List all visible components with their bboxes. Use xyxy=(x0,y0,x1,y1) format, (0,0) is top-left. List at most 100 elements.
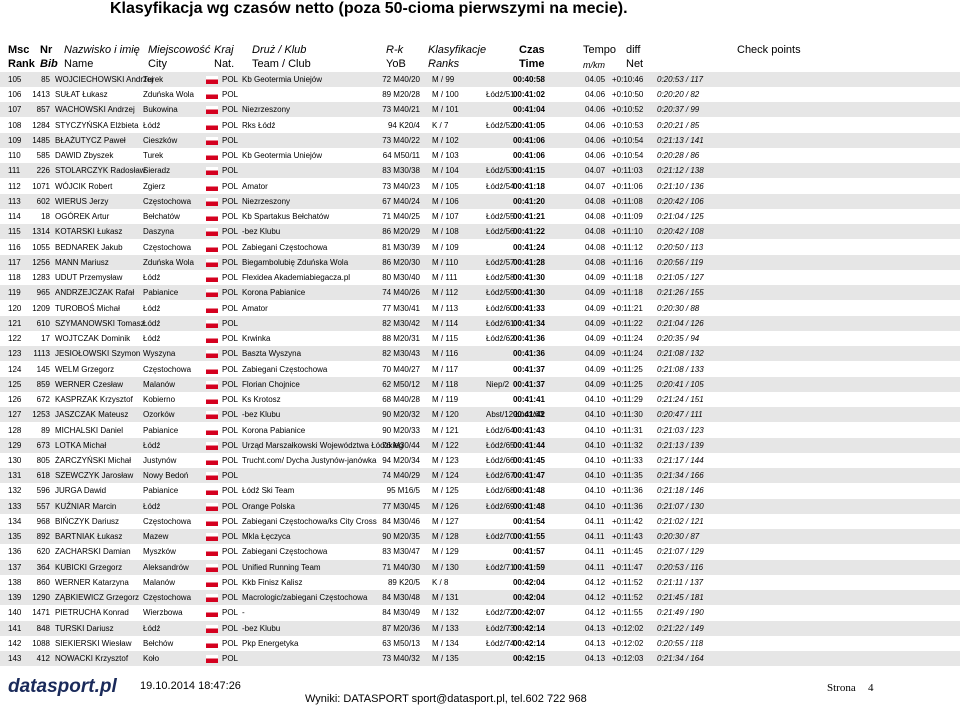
cell-city: Koło xyxy=(143,654,160,664)
cell-bib: 596 xyxy=(36,486,50,496)
flag-icon xyxy=(206,426,218,435)
cell-pace: 04.12 xyxy=(585,593,606,603)
flag-icon xyxy=(206,289,218,298)
cell-diff: +0:12:03 xyxy=(612,654,644,664)
cell-team: Macrologic/zabiegani Częstochowa xyxy=(242,593,368,603)
table-row: 121 610 SZYMANOWSKI Tomasz Łódź POL 82 M30/42… xyxy=(0,315,960,331)
cell-name: WÓJCIK Robert xyxy=(55,181,113,191)
table-row: 139 1290 ZĄBKIEWICZ Grzegorz Częstochowa POL… xyxy=(0,590,960,606)
column-header: Team / Club xyxy=(252,58,311,70)
table-row: 117 1256 MANN Mariusz Zduńska Wola POL Biegam… xyxy=(0,254,960,270)
cell-time: 00:41:04 xyxy=(512,105,545,115)
cell-bib: 1256 xyxy=(32,257,50,267)
cell-rank2: Łódź/59 xyxy=(486,288,515,298)
cell-nat: POL xyxy=(222,395,239,405)
cell-nat: POL xyxy=(222,440,239,450)
flag-icon xyxy=(206,152,218,161)
cell-diff: +0:11:55 xyxy=(612,608,643,618)
cell-time: 00:41:47 xyxy=(512,471,545,481)
cell-city: Częstochowa xyxy=(143,196,192,206)
cell-rank: 113 xyxy=(8,196,21,206)
cell-diff: +0:11:24 xyxy=(612,349,643,359)
cell-pace: 04.07 xyxy=(585,181,606,191)
cell-net: 0:20:55 / 118 xyxy=(657,638,704,648)
table-row: 122 17 WOJTCZAK Dominik Łódź POL Krwinka 88 M2… xyxy=(0,331,960,346)
cell-rank: 138 xyxy=(8,577,22,587)
table-row: 112 1071 WÓJCIK Robert Zgierz POL Amator 73 M4… xyxy=(0,179,960,194)
cell-team: Kb Spartakus Bełchatów xyxy=(242,212,330,222)
cell-pace: 04.13 xyxy=(585,623,606,633)
cell-bib: 860 xyxy=(36,577,50,587)
cell-rank: 126 xyxy=(8,395,22,405)
cell-bib: 618 xyxy=(36,471,50,481)
cell-team: Orange Polska xyxy=(242,501,295,511)
cell-name: TUROBOŚ Michał xyxy=(55,303,120,313)
cell-rank: 128 xyxy=(8,425,22,435)
cell-yob: 77 M30/45 xyxy=(382,501,420,511)
column-header: Nazwisko i imię xyxy=(64,44,140,56)
cell-bib: 673 xyxy=(36,440,50,450)
cell-rank1: M / 115 xyxy=(432,334,459,344)
cell-city: Wierzbowa xyxy=(143,608,183,618)
cell-yob: 84 M30/49 xyxy=(382,608,420,618)
cell-rank1: M / 119 xyxy=(432,395,459,405)
cell-rank: 108 xyxy=(8,120,22,130)
cell-nat: POL xyxy=(222,135,239,145)
flag-icon xyxy=(206,319,218,328)
cell-team: -bez Klubu xyxy=(242,227,281,237)
cell-pace: 04.08 xyxy=(585,212,606,222)
cell-rank2: Łódź/57 xyxy=(486,257,515,267)
cell-team: Korona Pabianice xyxy=(242,425,306,435)
cell-team: Niezrzeszony xyxy=(242,196,291,206)
cell-rank2: Łódź/54 xyxy=(486,181,515,191)
column-header: Kraj xyxy=(214,44,234,56)
cell-pace: 04.08 xyxy=(585,242,606,252)
table-row: 115 1314 KOTARSKI Łukasz Daszyna POL -bez Klu… xyxy=(0,224,960,240)
cell-rank1: M / 132 xyxy=(432,608,459,618)
cell-nat: POL xyxy=(222,516,239,526)
cell-yob: 73 M40/22 xyxy=(382,135,420,145)
cell-time: 00:41:30 xyxy=(512,273,545,283)
cell-yob: 95 M16/5 xyxy=(386,486,420,496)
flag-icon xyxy=(206,472,218,481)
cell-pace: 04.09 xyxy=(585,273,606,283)
cell-team: Kb Geotermia Uniejów xyxy=(242,75,323,84)
table-row: 135 892 BARTNIAK Łukasz Mazew POL Mkla Łęczyc… xyxy=(0,529,960,545)
cell-diff: +0:10:53 xyxy=(612,120,644,130)
cell-team: Amator xyxy=(242,303,268,313)
column-header: Check points xyxy=(737,44,801,56)
cell-net: 0:21:08 / 132 xyxy=(657,349,704,359)
table-row: 111 226 STOLARCZYK Radosław Sieradz POL 83 M3… xyxy=(0,163,960,179)
cell-bib: 859 xyxy=(36,379,50,389)
cell-diff: +0:11:52 xyxy=(612,593,643,603)
cell-diff: +0:12:02 xyxy=(612,623,644,633)
cell-rank1: M / 129 xyxy=(432,547,459,557)
cell-name: WERNER Czesław xyxy=(55,379,124,389)
cell-time: 00:41:44 xyxy=(512,440,545,450)
cell-net: 0:21:13 / 139 xyxy=(657,440,704,450)
cell-bib: 1113 xyxy=(33,349,50,359)
cell-rank1: M / 101 xyxy=(432,105,459,115)
cell-rank1: M / 128 xyxy=(432,532,459,542)
cell-yob: 81 M30/39 xyxy=(382,242,420,252)
cell-city: Częstochowa xyxy=(143,242,192,252)
cell-diff: +0:10:54 xyxy=(612,151,644,161)
cell-yob: 68 M40/28 xyxy=(382,395,420,405)
cell-team: Zabiegani Częstochowa xyxy=(242,242,328,252)
cell-bib: 1413 xyxy=(32,90,50,100)
cell-time: 00:41:55 xyxy=(512,532,545,542)
cell-rank1: M / 111 xyxy=(432,273,458,283)
cell-city: Turek xyxy=(143,75,164,84)
cell-rank: 135 xyxy=(8,532,22,542)
cell-nat: POL xyxy=(222,105,239,115)
cell-diff: +0:11:25 xyxy=(612,364,643,374)
cell-rank: 133 xyxy=(8,501,22,511)
cell-rank: 123 xyxy=(8,349,22,359)
cell-rank: 116 xyxy=(8,242,21,252)
cell-rank2: Łódź/62 xyxy=(486,334,515,344)
cell-rank: 111 xyxy=(8,166,21,176)
cell-name: LOTKA Michał xyxy=(55,440,107,450)
table-row: 131 618 SZEWCZYK Jarosław Nowy Bedoń POL 74 M… xyxy=(0,468,960,484)
cell-nat: POL xyxy=(222,242,239,252)
cell-name: WOJCIECHOWSKI Andrzej xyxy=(55,75,154,84)
